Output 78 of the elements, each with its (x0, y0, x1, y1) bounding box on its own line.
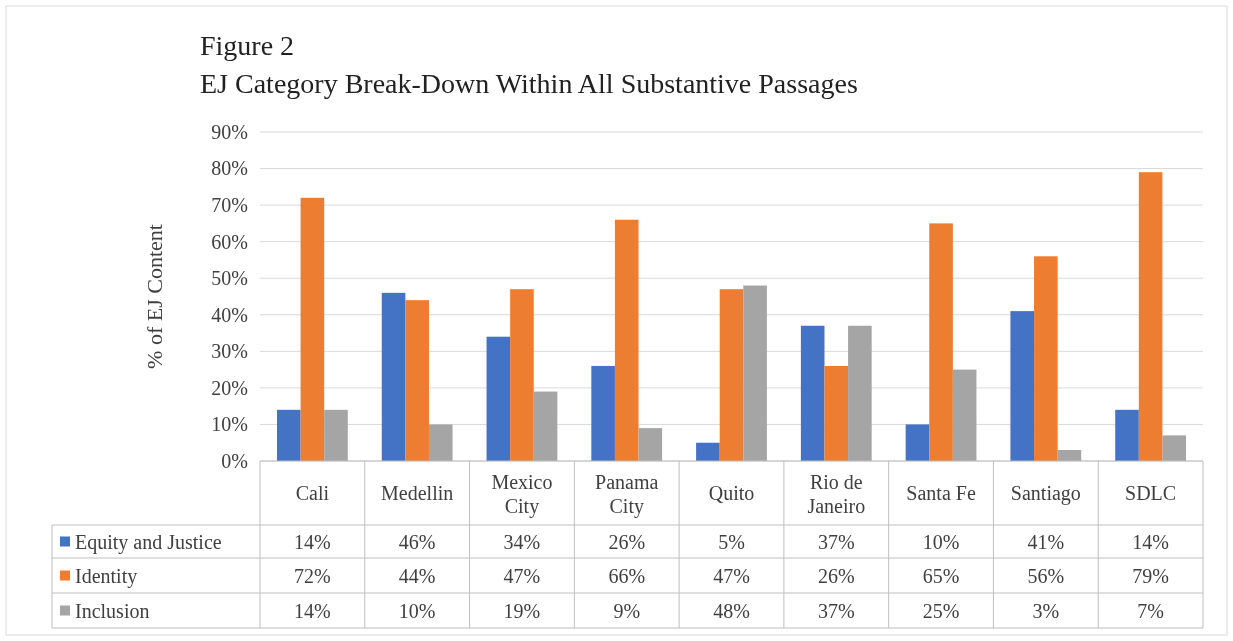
data-label: 26% (817, 564, 855, 587)
data-label: 25% (922, 599, 960, 622)
data-label: 48% (713, 599, 750, 622)
data-label: 10% (922, 530, 960, 553)
data-label: 14% (1132, 530, 1169, 553)
bar (300, 197, 325, 461)
data-label: 65% (922, 564, 960, 587)
bar (591, 365, 615, 461)
bar (428, 424, 453, 461)
chart-title: Figure 2 (200, 30, 295, 61)
bar (486, 336, 511, 461)
bar (533, 391, 558, 461)
data-label: 37% (817, 530, 855, 553)
y-tick-label: 70% (211, 194, 248, 217)
bar (848, 325, 872, 461)
bar (276, 409, 301, 461)
bar (1034, 256, 1058, 461)
bar (824, 365, 849, 461)
data-label: 79% (1132, 564, 1169, 587)
bar (743, 285, 767, 461)
data-label: 47% (503, 564, 541, 587)
data-label: 26% (608, 530, 646, 553)
data-label: 66% (608, 564, 646, 587)
y-tick-label: 50% (211, 267, 248, 290)
data-label: 34% (503, 530, 541, 553)
data-label: 56% (1027, 564, 1065, 587)
data-label: 47% (713, 564, 750, 587)
x-tick-label: Santa Fe (906, 482, 976, 504)
data-label: 10% (398, 599, 436, 622)
data-label: 14% (294, 530, 331, 553)
y-tick-label: 30% (211, 340, 248, 363)
x-tick-label: Rio de Janeiro (807, 471, 866, 517)
data-label: 14% (294, 599, 331, 622)
bar (696, 442, 720, 461)
x-tick-label: Quito (708, 482, 755, 504)
data-label: 41% (1027, 530, 1065, 553)
y-tick-label: 0% (221, 449, 248, 472)
data-label: 37% (817, 599, 855, 622)
x-tick-label: Cali (295, 482, 330, 504)
legend-label: Inclusion (75, 599, 150, 622)
bar (324, 409, 348, 461)
y-tick-label: 90% (211, 120, 248, 143)
x-tick-label: Santiago (1010, 482, 1081, 505)
data-label: 46% (398, 530, 436, 553)
bar (1115, 409, 1139, 461)
bar (929, 223, 953, 461)
bar (510, 289, 534, 461)
data-label: 3% (1032, 599, 1060, 622)
bar (638, 428, 663, 461)
x-tick-label: Panama City (595, 471, 659, 518)
bar (719, 289, 744, 461)
data-label: 5% (718, 530, 745, 553)
data-label: 19% (503, 599, 541, 622)
legend-label: Identity (75, 564, 138, 588)
x-tick-label: Medellin (381, 482, 454, 504)
x-tick-label: SDLC (1125, 482, 1177, 504)
y-tick-label: 20% (211, 376, 248, 399)
bar (405, 300, 429, 461)
bar (800, 325, 825, 461)
bar (381, 292, 406, 461)
y-tick-label: 10% (211, 413, 248, 436)
data-label: 44% (398, 564, 436, 587)
data-label: 9% (613, 599, 641, 622)
bar (952, 369, 977, 461)
bar (1162, 435, 1187, 461)
y-tick-label: 60% (211, 230, 248, 253)
data-label: 7% (1137, 599, 1164, 622)
chart-subtitle: EJ Category Break-Down Within All Substantive Passages (200, 68, 858, 99)
y-axis-title: % of EJ Content (142, 224, 167, 369)
bar (905, 424, 930, 461)
bar (1138, 172, 1163, 461)
y-tick-label: 40% (211, 303, 248, 326)
y-tick-label: 80% (211, 157, 248, 180)
x-tick-label: Mexico City (491, 471, 553, 518)
bar (1010, 311, 1035, 461)
bar (614, 219, 639, 461)
legend-label: Equity and Justice (75, 530, 222, 554)
data-label: 72% (294, 564, 331, 587)
